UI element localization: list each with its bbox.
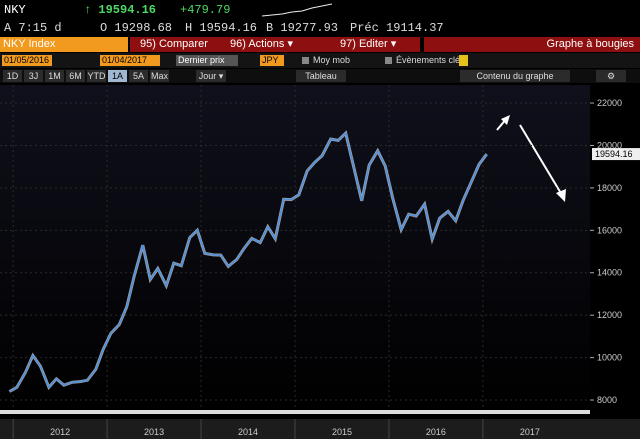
- menu-item[interactable]: 97) Editer ▾: [340, 38, 397, 50]
- last-price-tag-bg: [592, 148, 640, 161]
- x-tick-label: 2012: [50, 427, 70, 437]
- y-tick-label: 22000: [597, 98, 622, 108]
- menu-item[interactable]: 95) Comparer: [140, 38, 208, 50]
- last-price: ↑ 19594.16: [84, 3, 157, 17]
- y-tick-label: 16000: [597, 225, 622, 235]
- x-tick-label: 2014: [238, 427, 258, 437]
- open: O 19298.68: [100, 21, 173, 35]
- x-tick-label: 2016: [426, 427, 446, 437]
- range-button[interactable]: 1D: [3, 70, 22, 82]
- arrow-head: [556, 189, 566, 202]
- price-line: [9, 131, 488, 393]
- range-button[interactable]: 5A: [129, 70, 148, 82]
- menu-bar: [130, 37, 420, 52]
- y-tick-label: 8000: [597, 395, 617, 405]
- checkbox[interactable]: [385, 57, 392, 64]
- currency[interactable]: JPY: [260, 55, 284, 66]
- y-tick-label: 12000: [597, 310, 622, 320]
- high: H 19594.16: [185, 21, 258, 35]
- axis-band: [0, 410, 590, 414]
- bid: B 19277.93: [266, 21, 339, 35]
- x-tick-label: 2015: [332, 427, 352, 437]
- range-button[interactable]: 3J: [24, 70, 43, 82]
- y-tick-label: 10000: [597, 353, 622, 363]
- chart: 8000 10000 12000 14000 16000 18000 20000 22000 2…: [0, 85, 640, 439]
- range-button[interactable]: Max: [150, 70, 169, 82]
- range-button[interactable]: 1A: [108, 70, 127, 82]
- sparkline: [262, 3, 332, 17]
- time: A 7:15 d: [4, 21, 62, 35]
- ticker: NKY: [4, 3, 26, 17]
- option: Évènements clés: [396, 55, 465, 65]
- range-button[interactable]: 6M: [66, 70, 85, 82]
- range-button[interactable]: YTD: [87, 70, 106, 82]
- settings-bar: [0, 53, 640, 68]
- last-price-tag: 19594.16: [595, 149, 633, 159]
- option: Moy mob: [313, 55, 351, 65]
- x-tick-label: 2017: [520, 427, 540, 437]
- x-axis-band: [0, 419, 640, 439]
- security[interactable]: NKY Index: [0, 37, 128, 52]
- info-icon[interactable]: [459, 55, 468, 66]
- arrow-down: [519, 124, 563, 196]
- menu-item[interactable]: 96) Actions ▾: [230, 38, 293, 50]
- y-tick-label: 20000: [597, 140, 622, 150]
- settings-gear[interactable]: ⚙: [596, 70, 626, 82]
- y-tick-label: 14000: [597, 268, 622, 278]
- field[interactable]: Dernier prix: [176, 55, 238, 66]
- prev: Préc 19114.37: [350, 21, 444, 35]
- x-tick-label: 2013: [144, 427, 164, 437]
- range-button[interactable]: 1M: [45, 70, 64, 82]
- y-tick-label: 18000: [597, 183, 622, 193]
- end-date[interactable]: 01/04/2017: [100, 55, 160, 66]
- chart-kind[interactable]: Graphe à bougies: [424, 37, 640, 52]
- arrow-head: [501, 115, 510, 125]
- checkbox[interactable]: [302, 57, 309, 64]
- table-button[interactable]: Tableau: [296, 70, 346, 82]
- content-button[interactable]: Contenu du graphe: [460, 70, 570, 82]
- start-date[interactable]: 01/05/2016: [2, 55, 52, 66]
- frequency[interactable]: Jour ▾: [196, 70, 226, 82]
- change: +479.79: [180, 3, 231, 17]
